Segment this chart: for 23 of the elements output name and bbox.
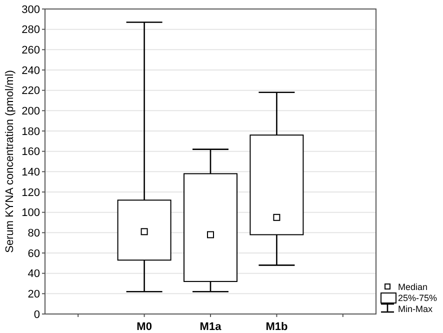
y-tick-label: 220 — [22, 85, 40, 98]
y-tick-label: 0 — [34, 308, 40, 321]
y-axis-title: Serum KYNA concentration (pmol/ml) — [4, 70, 16, 253]
y-tick-label: 200 — [22, 106, 40, 118]
y-tick-label: 240 — [22, 64, 40, 77]
y-tick-label: 180 — [22, 126, 40, 138]
y-tick-label: 280 — [22, 24, 40, 36]
x-tick-label: M1b — [266, 321, 288, 333]
y-tick-label: 100 — [22, 207, 40, 220]
y-tick-label: 140 — [22, 166, 40, 179]
y-tick-label: 40 — [28, 268, 40, 280]
x-tick-label: M1a — [200, 321, 222, 333]
text: Min-Max — [398, 304, 433, 314]
y-tick-label: 160 — [22, 146, 40, 158]
y-tick-label: 120 — [22, 186, 40, 199]
text: Median — [398, 282, 428, 292]
y-tick-label: 80 — [28, 228, 40, 240]
x-tick-label: M0 — [136, 321, 152, 333]
y-tick-label: 260 — [22, 44, 40, 57]
y-tick-label: 20 — [28, 288, 40, 301]
y-tick-label: 60 — [28, 248, 40, 260]
text: 25%-75% — [398, 293, 438, 304]
y-tick-label: 300 — [22, 4, 40, 16]
